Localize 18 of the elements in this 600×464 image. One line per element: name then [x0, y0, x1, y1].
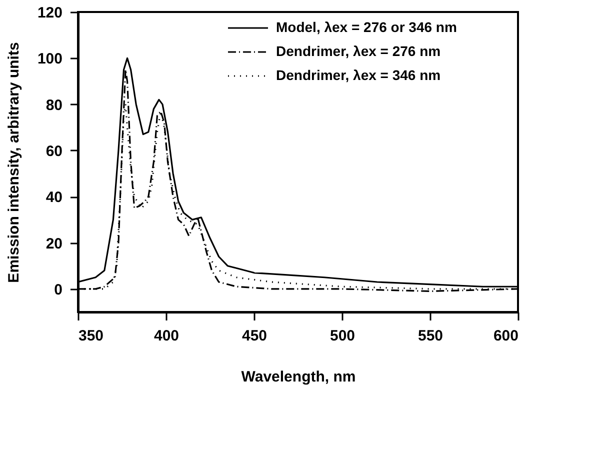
y-tick-label: 120: [37, 4, 62, 22]
x-tick-label: 500: [330, 328, 356, 344]
legend-label: Dendrimer, λex = 346 nm: [276, 67, 441, 83]
y-tick-label: 20: [46, 235, 62, 252]
x-tick-label: 450: [242, 328, 268, 344]
x-tick-label: 350: [78, 328, 104, 344]
y-tick-label: 40: [46, 189, 62, 206]
y-axis-title: Emission intensity, arbitrary units: [5, 42, 22, 283]
y-tick-label: 60: [46, 142, 62, 160]
x-axis-title: Wavelength, nm: [241, 368, 356, 386]
y-tick-label: 100: [37, 50, 62, 68]
legend-label: Dendrimer, λex = 276 nm: [276, 43, 441, 59]
legend-label: Model, λex = 276 or 346 nm: [276, 19, 457, 35]
y-tick-label: 0: [54, 281, 62, 298]
y-tick-label: 80: [46, 96, 62, 114]
x-tick-label: 400: [154, 328, 180, 344]
x-tick-label: 550: [418, 328, 444, 344]
x-tick-label: 600: [493, 328, 518, 344]
